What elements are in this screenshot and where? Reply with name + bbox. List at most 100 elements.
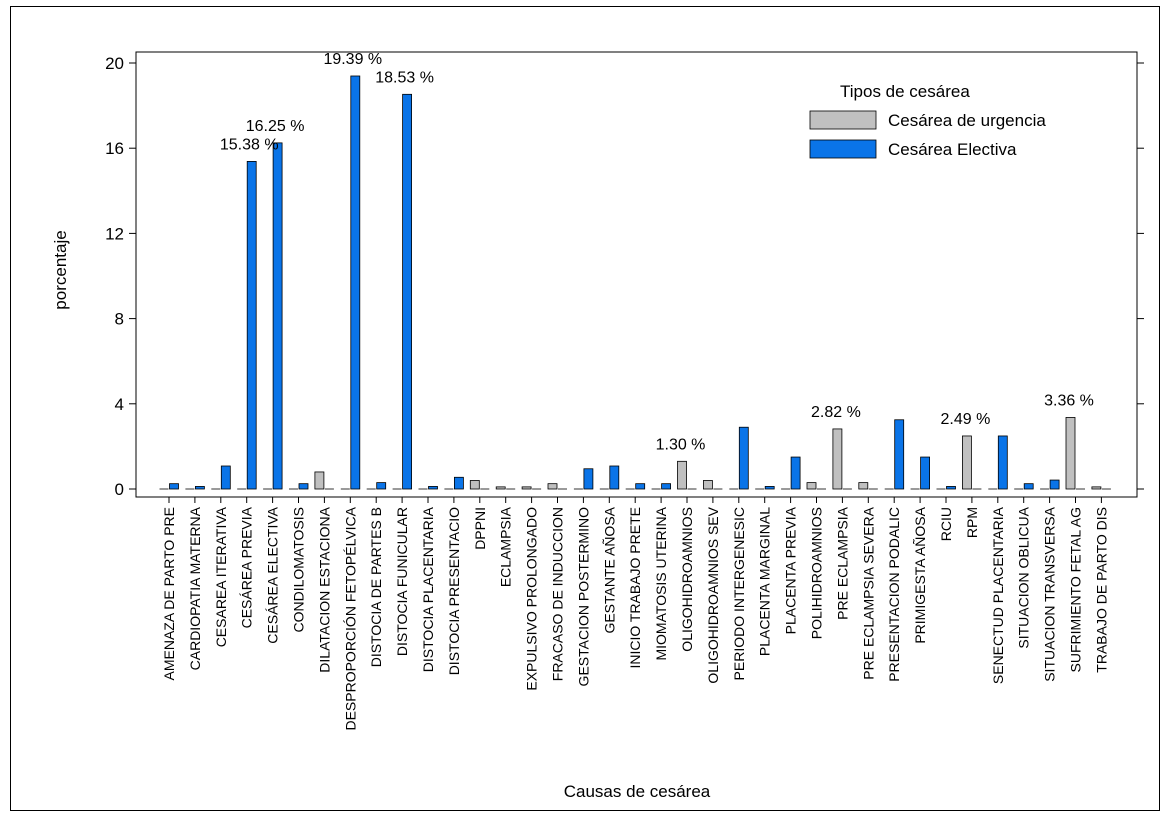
x-tick-label: GESTACION POSTERMINO: [575, 507, 591, 687]
x-tick-label: SUFRIMIENTO FETAL AG: [1068, 507, 1084, 672]
y-tick-label: 16: [105, 139, 124, 158]
bar: [738, 426, 749, 490]
bar: [920, 456, 930, 490]
data-label: 19.39 %: [323, 51, 382, 68]
x-tick-label: RPM: [964, 507, 980, 538]
x-axis-label: Causas de cesárea: [564, 782, 711, 801]
x-tick-label: DISTOCIA DE PARTES B: [368, 507, 384, 667]
bar: [832, 428, 843, 490]
data-label: 15.38 %: [220, 136, 279, 153]
x-tick-label: INICIO TRABAJO PRETE: [627, 507, 643, 669]
legend-label: Cesárea de urgencia: [888, 111, 1046, 130]
bar: [350, 75, 361, 490]
x-tick-label: CESÁREA ELECTIVA: [265, 506, 281, 643]
x-tick-label: RCIU: [938, 507, 954, 541]
x-tick-label: CONDILOMATOSIS: [291, 507, 307, 633]
bar: [894, 419, 905, 490]
bar: [635, 483, 646, 490]
x-tick-label: FRACASO DE INDUCCION: [550, 507, 566, 681]
y-tick-label: 4: [115, 395, 124, 414]
legend-title: Tipos de cesárea: [840, 82, 970, 101]
data-label: 18.53 %: [375, 69, 434, 86]
bar: [1049, 479, 1060, 490]
plot-area: [135, 51, 1138, 498]
bars-group: [159, 75, 1111, 490]
x-tick-label: PRE ECLAMPSIA: [834, 506, 850, 619]
bar: [1023, 483, 1034, 490]
bar: [376, 482, 387, 490]
plot-border: [135, 51, 1138, 498]
bar: [169, 483, 179, 490]
bar: [495, 486, 506, 490]
annotations-group: 15.38 %16.25 % 19.39 %18.53 % 1.30 % 2.82 %…: [220, 51, 1094, 453]
y-tick-label: 12: [105, 224, 124, 243]
legend: Tipos de cesárea Cesárea de urgencia Cesá…: [809, 82, 1046, 159]
bar: [314, 471, 325, 490]
y-tick-label: 0: [115, 480, 124, 499]
bar: [790, 456, 801, 490]
x-tick-label: DILATACION ESTACIONA: [316, 506, 332, 672]
x-tick-label: DPPNI: [472, 507, 488, 550]
x-tick-label: CARDIOPATIA MATERNA: [187, 506, 203, 670]
bar: [997, 435, 1008, 490]
x-tick-label: OLIGOHIDROAMNIOS: [679, 507, 695, 652]
legend-label: Cesárea Electiva: [888, 140, 1017, 159]
bar: [428, 486, 438, 490]
y-tick-label: 8: [115, 310, 124, 329]
bar: [764, 486, 775, 490]
x-tick-label: ECLAMPSIA: [498, 506, 514, 587]
bar: [806, 482, 817, 490]
data-label: 16.25 %: [246, 118, 305, 135]
bar: [661, 483, 671, 490]
bar: [469, 480, 480, 490]
data-label: 1.30 %: [656, 436, 706, 453]
x-tick-label: MIOMATOSIS UTERINA: [653, 506, 669, 660]
x-tick-label: PRIMIGESTA AÑOSA: [912, 506, 928, 643]
x-tick-label: DISTOCIA FUNICULAR: [394, 507, 410, 656]
x-tick-label: DESPROPORCIÓN FETOPÉLVICA: [342, 506, 358, 730]
y-axis-label: porcentaje: [51, 230, 70, 309]
x-tick-label: SITUACION TRANSVERSA: [1042, 506, 1058, 681]
x-tick-label: GESTANTE AÑOSA: [601, 506, 617, 633]
bar: [609, 465, 620, 490]
x-tick-label: POLIHIDROAMNIOS: [809, 507, 825, 639]
x-tick-label: PRE ECLAMPSIA SEVERA: [860, 506, 876, 679]
bar: [246, 161, 257, 490]
bar: [583, 468, 594, 490]
bar: [946, 486, 956, 490]
y-tick-labels: 0 4 8 12 16 20: [105, 54, 1144, 499]
x-tick-label: DISTOCIA PLACENTARIA: [420, 506, 436, 672]
bar: [547, 483, 558, 490]
x-tick-label: CESÁREA PREVIA: [239, 506, 255, 628]
bar: [402, 93, 413, 490]
bar: [703, 480, 713, 490]
data-label: 2.49 %: [940, 411, 990, 428]
bar: [1065, 417, 1076, 490]
x-tick-label: CESAREA ITERATIVA: [213, 506, 229, 647]
bar: [298, 483, 309, 490]
x-tick-label: PERIODO INTERGENESIC: [731, 507, 747, 680]
data-label: 3.36 %: [1044, 392, 1094, 409]
x-tick-label: PRESENTACION PODALIC: [886, 507, 902, 682]
x-tick-label: DISTOCIA PRESENTACIO: [446, 507, 462, 675]
bar: [194, 486, 205, 490]
chart-frame: [10, 6, 1160, 811]
bar: [453, 476, 464, 490]
bar: [677, 460, 687, 490]
x-tick-labels: AMENAZA DE PARTO PRE CARDIOPATIA MATERNA C…: [161, 497, 1109, 731]
bar: [272, 142, 283, 490]
legend-swatch: [809, 139, 877, 159]
x-tick-label: TRABAJO DE PARTO DIS: [1093, 507, 1109, 673]
x-tick-label: PLACENTA MARGINAL: [757, 507, 773, 656]
x-tick-label: EXPULSIVO PROLONGADO: [524, 507, 540, 691]
x-tick-label: SITUACION OBLICUA: [1016, 506, 1032, 648]
bar: [220, 465, 231, 490]
x-tick-label: AMENAZA DE PARTO PRE: [161, 507, 177, 681]
x-tick-label: PLACENTA PREVIA: [783, 506, 799, 634]
x-tick-label: SENECTUD PLACENTARIA: [990, 506, 1006, 684]
bar: [521, 486, 532, 490]
bar: [858, 482, 869, 490]
bar: [1091, 486, 1102, 490]
y-tick-label: 20: [105, 54, 124, 73]
